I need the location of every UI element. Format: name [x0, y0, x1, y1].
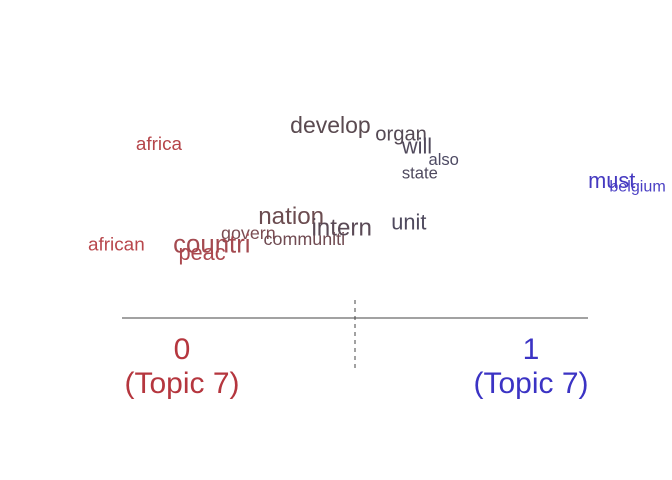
word-govern: govern	[221, 223, 276, 243]
word-intern: intern	[311, 214, 372, 241]
left-end-value: 0	[174, 333, 191, 366]
word-communiti: communiti	[264, 229, 346, 249]
word-africa: africa	[136, 134, 183, 155]
word-will: will	[401, 134, 432, 159]
axis-end-labels: 0 (Topic 7) 1 (Topic 7)	[124, 333, 588, 400]
word-nation: nation	[258, 203, 324, 230]
word-state: state	[402, 163, 438, 182]
word-african: african	[88, 235, 145, 256]
word-develop: develop	[290, 112, 371, 138]
word-also: also	[428, 150, 458, 169]
word-belgium: belgium	[609, 178, 665, 196]
word-countri: countri	[173, 231, 250, 259]
word-peac: peac	[178, 240, 225, 265]
word-organ: organ	[375, 123, 427, 145]
right-end-value: 1	[523, 333, 540, 366]
word-unit: unit	[391, 210, 426, 235]
right-end-topic-label: (Topic 7)	[473, 367, 588, 400]
word-must: must	[588, 168, 635, 193]
left-end-topic-label: (Topic 7)	[124, 367, 239, 400]
